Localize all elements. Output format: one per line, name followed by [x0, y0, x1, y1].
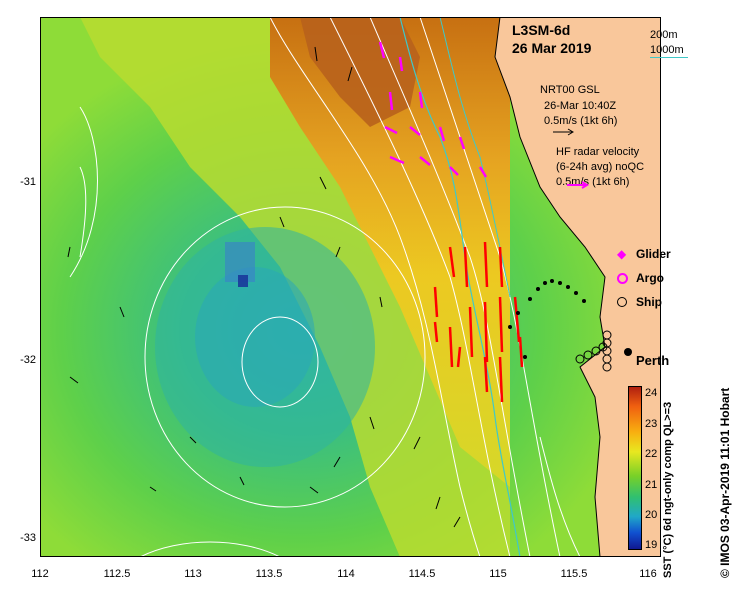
x-tick-115-5: 115.5	[560, 568, 588, 580]
x-tick-112: 112	[31, 568, 49, 580]
cbar-tick-22: 22	[645, 448, 658, 460]
ship-symbol	[617, 297, 627, 307]
glider-symbol: ◆	[617, 247, 627, 261]
x-tick-114: 114	[337, 568, 355, 580]
x-tick-113-5: 113.5	[255, 568, 283, 580]
ship-info-3: 0.5m/s (1kt 6h)	[544, 115, 618, 127]
glider-vectors	[378, 41, 488, 178]
product-title: L3SM-6d	[512, 22, 571, 38]
hf-vectors	[433, 241, 524, 403]
y-tick-32: -32	[20, 354, 36, 366]
glider-track	[508, 279, 586, 359]
legend-argo: Argo	[636, 271, 664, 285]
date-title: 26 Mar 2019	[512, 40, 592, 56]
ship-vectors	[67, 46, 461, 528]
depth-200-label: 200m	[650, 29, 678, 41]
cbar-tick-24: 24	[645, 387, 658, 399]
depth-1000-swatch	[650, 57, 688, 58]
ship-track	[575, 330, 612, 372]
cbar-tick-21: 21	[645, 479, 658, 491]
y-tick-31: -31	[20, 176, 36, 188]
x-tick-114-5: 114.5	[408, 568, 436, 580]
credit-text: © IMOS 03-Apr-2019 11:01 Hobart	[718, 387, 732, 578]
perth-marker	[624, 348, 632, 356]
ship-info-2: 26-Mar 10:40Z	[544, 100, 617, 112]
x-tick-115: 115	[489, 568, 507, 580]
x-tick-113: 113	[184, 568, 202, 580]
cbar-tick-20: 20	[645, 509, 658, 521]
ship-scale-arrow	[553, 128, 574, 136]
ship-info-1: NRT00 GSL	[540, 84, 600, 96]
x-tick-116: 116	[639, 568, 657, 580]
hf-info-1: HF radar velocity	[556, 146, 640, 158]
y-tick-33: -33	[20, 532, 36, 544]
colorbar	[628, 386, 642, 550]
cbar-tick-19: 19	[645, 539, 658, 551]
sst-field	[40, 16, 662, 558]
colorbar-label: SST (°C) 6d ngt-only comp QL>=3	[662, 401, 674, 578]
hf-scale-arrow	[567, 181, 589, 189]
depth-1000-label: 1000m	[650, 44, 684, 56]
sst-map	[40, 16, 662, 558]
legend-ship: Ship	[636, 295, 662, 309]
cbar-tick-23: 23	[645, 418, 658, 430]
city-label: Perth	[636, 353, 670, 368]
hf-info-2: (6-24h avg) noQC	[556, 161, 645, 173]
argo-symbol	[617, 273, 628, 284]
map-frame	[40, 17, 661, 557]
legend-glider: Glider	[636, 247, 671, 261]
x-tick-112-5: 112.5	[103, 568, 131, 580]
